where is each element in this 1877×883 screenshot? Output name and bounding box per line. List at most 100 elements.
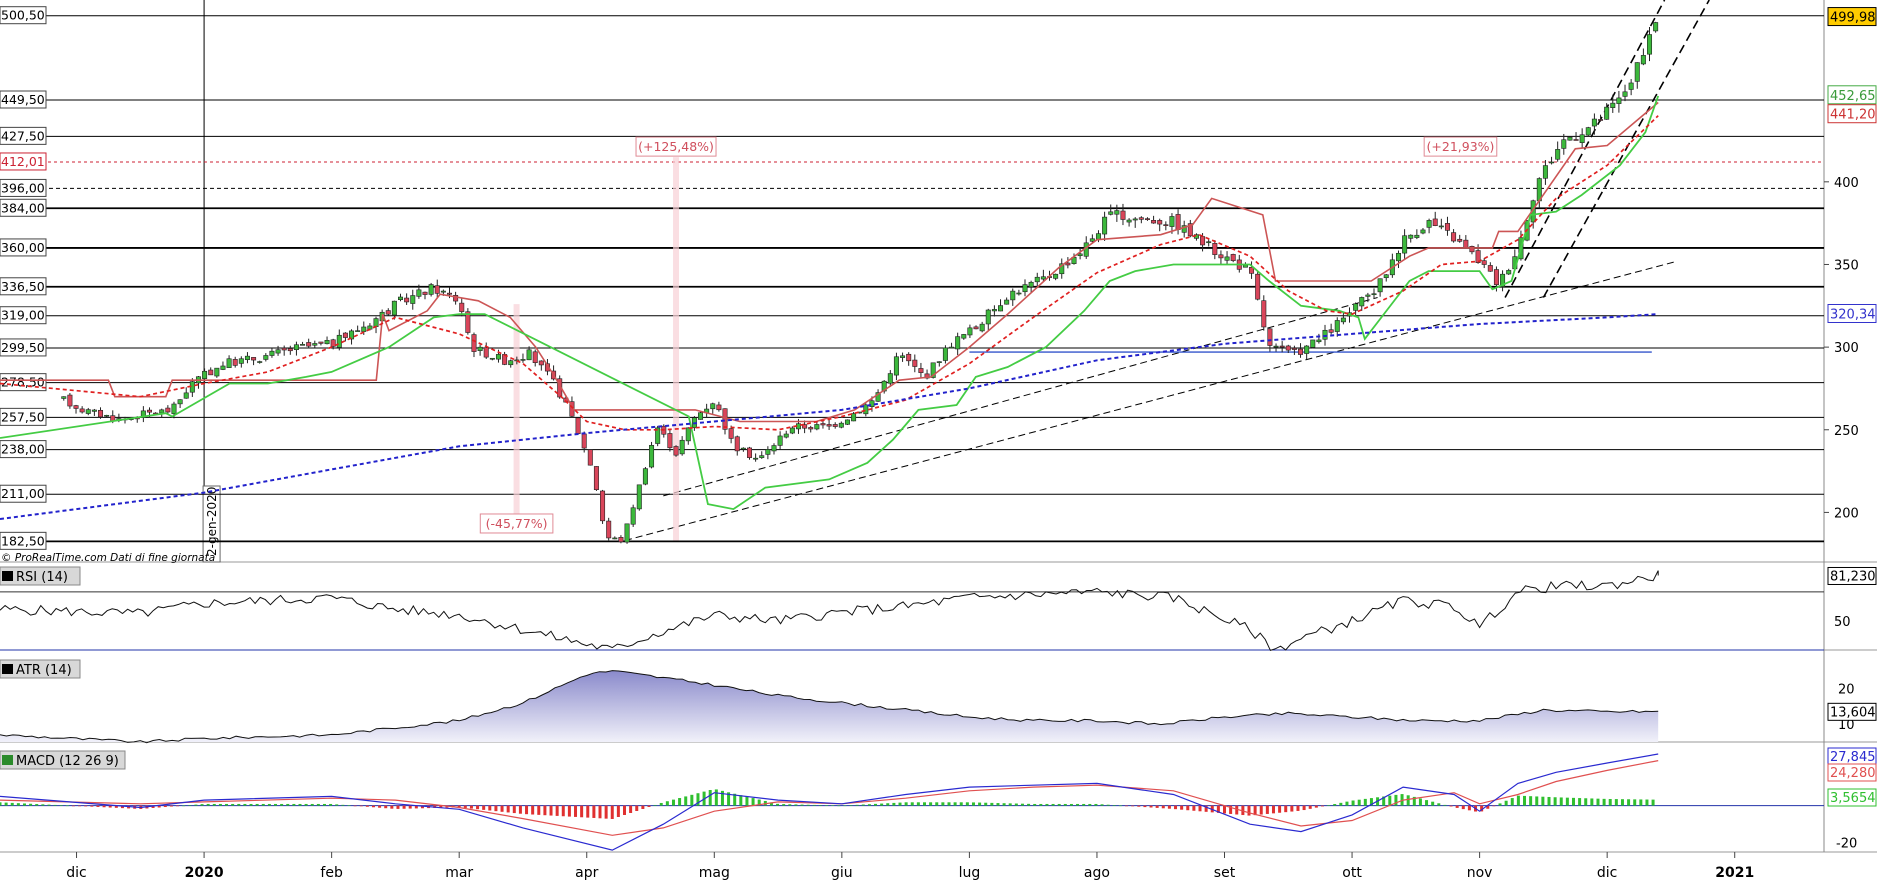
macd-histogram-bar <box>1455 805 1459 808</box>
candle-body <box>324 340 330 345</box>
candle-body <box>1206 241 1212 244</box>
macd-histogram-bar <box>678 798 682 806</box>
macd-histogram-bar <box>488 805 492 811</box>
time-axis-label: 2020 <box>185 865 224 881</box>
macd-histogram-bar <box>47 804 51 806</box>
level-label-box <box>0 277 47 296</box>
macd-histogram-bar <box>1265 805 1269 814</box>
candle-body <box>875 392 881 402</box>
macd-histogram-bar <box>1467 805 1471 811</box>
macd-histogram-bar <box>4 802 8 806</box>
candle-body <box>79 408 85 413</box>
candle-body <box>1340 317 1346 323</box>
candle-body <box>746 447 752 458</box>
atr-area <box>0 670 1659 743</box>
macd-histogram-bar <box>806 804 810 806</box>
atr-value-badge <box>1827 702 1877 721</box>
candle-body <box>98 409 104 418</box>
macd-histogram-bar <box>157 805 161 808</box>
candle-body <box>91 409 97 412</box>
candle-body <box>349 330 355 340</box>
macd-histogram-bar <box>1443 804 1447 806</box>
candle-body <box>1610 102 1616 108</box>
macd-histogram-bar <box>776 803 780 806</box>
macd-histogram-bar <box>84 805 88 807</box>
macd-histogram-bar <box>169 805 173 807</box>
indicator-green-step <box>0 95 1660 511</box>
candle-body <box>1187 223 1193 237</box>
macd-histogram-bar <box>396 805 400 809</box>
macd-histogram-bar <box>788 804 792 806</box>
macd-histogram-bar <box>114 805 118 808</box>
macd-histogram-bar <box>1229 805 1233 814</box>
time-axis-label: mar <box>445 865 473 881</box>
macd-histogram-bar <box>274 803 278 806</box>
macd-histogram-bar <box>1369 798 1373 806</box>
candle-body <box>636 484 642 510</box>
macd-histogram-bar <box>249 803 253 806</box>
candle-body <box>73 405 79 409</box>
macd-histogram-bar <box>1223 805 1227 814</box>
macd-histogram-bar <box>1045 803 1049 806</box>
macd-histogram-bar <box>1425 800 1429 806</box>
pane-title-box <box>0 659 81 679</box>
indicator-red-step <box>0 101 1659 423</box>
macd-histogram-bar <box>586 805 590 818</box>
macd-histogram-bar <box>1198 805 1202 812</box>
candle-body <box>600 490 606 522</box>
macd-histogram-bar <box>494 805 498 812</box>
level-label: 278,50 <box>1 375 45 390</box>
macd-histogram-bar <box>616 805 620 817</box>
macd-histogram-bar <box>831 805 835 806</box>
candle-body <box>1200 236 1206 246</box>
candle-body <box>263 355 269 360</box>
level-label-box <box>0 6 47 25</box>
macd-histogram-bar <box>1241 805 1245 816</box>
candle-body <box>1408 234 1414 239</box>
candle-body <box>238 358 244 364</box>
time-axis-label: apr <box>575 865 598 881</box>
macd-histogram-bar <box>1559 797 1563 806</box>
macd-histogram-bar <box>941 802 945 806</box>
macd-histogram-bar <box>1008 803 1012 806</box>
candle-body <box>489 357 495 360</box>
level-label: 238,00 <box>1 442 45 457</box>
macd-histogram-bar <box>341 804 345 806</box>
candle-body <box>942 347 948 361</box>
macd-histogram-bar <box>1418 798 1422 806</box>
macd-histogram-bar <box>567 805 571 817</box>
pane-title-box <box>0 750 126 770</box>
candle-body <box>232 359 238 366</box>
candle-body <box>428 284 434 295</box>
macd-histogram-bar <box>965 802 969 806</box>
candle-body <box>1469 245 1475 253</box>
macd-histogram-bar <box>108 805 112 808</box>
macd-histogram-bar <box>1002 803 1006 806</box>
candle-body <box>1383 274 1389 279</box>
candle-body <box>716 404 722 411</box>
macd-histogram-bar <box>898 802 902 806</box>
price-badge-last-price <box>1827 7 1877 27</box>
candle-body <box>630 507 636 525</box>
candle-body <box>1065 262 1071 266</box>
macd-histogram-bar <box>65 805 69 807</box>
candle-body <box>826 424 832 427</box>
candle-body <box>1151 220 1157 224</box>
macd-histogram-bar <box>1247 805 1251 816</box>
macd-histogram-bar <box>843 805 847 807</box>
macd-histogram-bar <box>1571 797 1575 806</box>
macd-histogram-bar <box>1639 799 1643 806</box>
candle-body <box>979 323 985 332</box>
candle-body <box>667 433 673 449</box>
macd-histogram-bar <box>1535 796 1539 806</box>
candle-body <box>1328 329 1334 333</box>
macd-histogram-bar <box>1547 796 1551 806</box>
candle-body <box>1144 218 1150 220</box>
level-label: 412,01 <box>1 154 45 169</box>
macd-histogram-bar <box>574 805 578 817</box>
candle-body <box>1506 270 1512 275</box>
candle-body <box>967 327 973 336</box>
macd-histogram-bar <box>402 805 406 809</box>
price-badge-label: 441,20 <box>1830 108 1876 123</box>
